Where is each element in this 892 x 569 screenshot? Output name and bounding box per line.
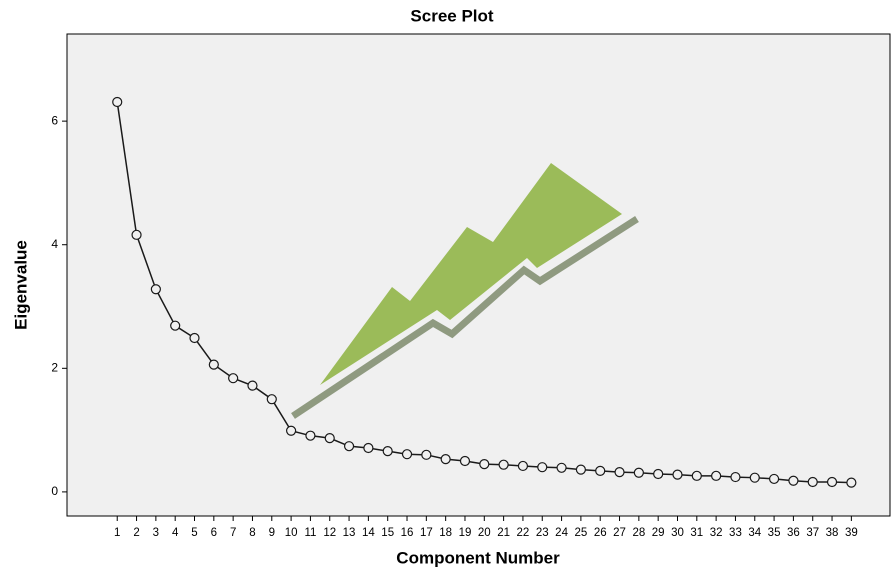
x-tick-label: 2 (133, 527, 139, 539)
point (576, 465, 585, 474)
point (615, 468, 624, 477)
x-tick-label: 11 (304, 527, 316, 539)
x-tick-label: 33 (729, 527, 742, 539)
point (267, 395, 276, 404)
y-tick-label: 6 (51, 113, 58, 127)
x-tick-label: 6 (211, 527, 217, 539)
point (673, 470, 682, 479)
x-tick-label: 23 (536, 527, 549, 539)
point (712, 471, 721, 480)
x-tick-label: 16 (401, 527, 414, 539)
x-tick-label: 34 (748, 527, 761, 539)
x-tick-label: 32 (710, 527, 723, 539)
point (151, 285, 160, 294)
point (422, 450, 431, 459)
x-tick-label: 31 (690, 527, 703, 539)
x-tick-label: 12 (323, 527, 336, 539)
x-tick-label: 30 (671, 527, 684, 539)
x-tick-label: 17 (420, 527, 433, 539)
point (808, 478, 817, 487)
point (828, 478, 837, 487)
x-tick-label: 10 (285, 527, 298, 539)
x-tick-label: 20 (478, 527, 491, 539)
point (750, 473, 759, 482)
point (403, 450, 412, 459)
x-tick-label: 29 (652, 527, 665, 539)
x-tick-label: 35 (768, 527, 781, 539)
point (538, 463, 547, 472)
x-tick-label: 21 (497, 527, 510, 539)
point (596, 466, 605, 475)
chart: Scree Plot Component Number Eigenvalue 0… (0, 0, 892, 569)
point (306, 431, 315, 440)
point (460, 457, 469, 466)
point (770, 474, 779, 483)
y-tick-label: 4 (51, 237, 58, 251)
x-tick-label: 1 (114, 527, 120, 539)
x-tick-label: 3 (153, 527, 159, 539)
point (325, 434, 334, 443)
x-tick-label: 13 (343, 527, 356, 539)
point (248, 381, 257, 390)
point (557, 463, 566, 472)
x-tick-label: 8 (249, 527, 255, 539)
x-tick-label: 38 (826, 527, 839, 539)
point (518, 461, 527, 470)
point (692, 471, 701, 480)
point (190, 334, 199, 343)
x-tick-label: 27 (613, 527, 626, 539)
point (209, 360, 218, 369)
point (287, 426, 296, 435)
x-tick-label: 9 (269, 527, 275, 539)
x-tick-label: 26 (594, 527, 607, 539)
point (364, 444, 373, 453)
y-tick-label: 0 (51, 484, 58, 498)
point (229, 374, 238, 383)
point (441, 455, 450, 464)
point (480, 460, 489, 469)
chart-title: Scree Plot (410, 6, 493, 25)
point (171, 321, 180, 330)
x-tick-label: 36 (787, 527, 800, 539)
x-axis-label: Component Number (396, 548, 560, 567)
x-tick-label: 7 (230, 527, 236, 539)
x-tick-label: 28 (632, 527, 645, 539)
x-tick-label: 37 (806, 527, 819, 539)
point (789, 476, 798, 485)
point (132, 230, 141, 239)
point (383, 447, 392, 456)
x-tick-label: 4 (172, 527, 179, 539)
y-axis-label: Eigenvalue (11, 240, 30, 330)
point (847, 478, 856, 487)
x-tick-label: 5 (191, 527, 197, 539)
x-tick-label: 39 (845, 527, 858, 539)
x-tick-label: 14 (362, 527, 375, 539)
point (654, 469, 663, 478)
point (634, 468, 643, 477)
point (113, 97, 122, 106)
x-tick-label: 15 (381, 527, 394, 539)
x-tick-label: 25 (574, 527, 587, 539)
x-tick-label: 24 (555, 527, 568, 539)
x-tick-label: 19 (459, 527, 472, 539)
x-tick-label: 18 (439, 527, 452, 539)
point (731, 473, 740, 482)
point (499, 460, 508, 469)
y-tick-label: 2 (51, 360, 58, 374)
point (345, 442, 354, 451)
x-tick-label: 22 (517, 527, 530, 539)
page: Scree Plot Component Number Eigenvalue 0… (0, 0, 892, 569)
